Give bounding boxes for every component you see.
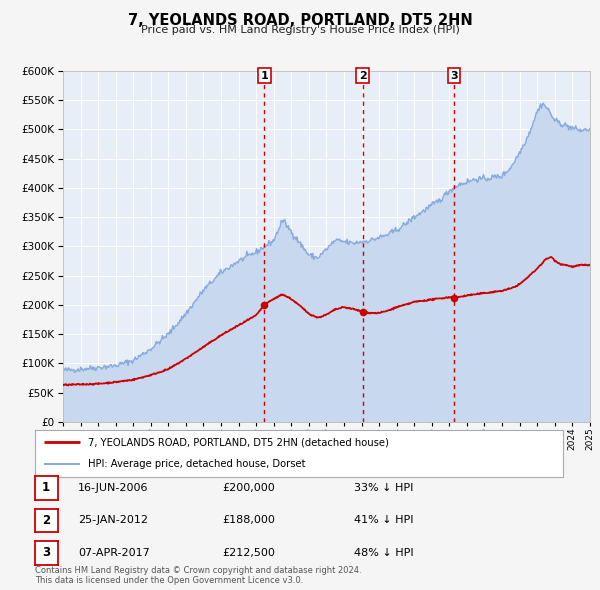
Text: £212,500: £212,500 bbox=[222, 548, 275, 558]
Text: 48% ↓ HPI: 48% ↓ HPI bbox=[354, 548, 413, 558]
Text: 3: 3 bbox=[450, 71, 458, 81]
Text: 7, YEOLANDS ROAD, PORTLAND, DT5 2HN (detached house): 7, YEOLANDS ROAD, PORTLAND, DT5 2HN (det… bbox=[88, 437, 388, 447]
Text: Price paid vs. HM Land Registry's House Price Index (HPI): Price paid vs. HM Land Registry's House … bbox=[140, 25, 460, 35]
Text: 2: 2 bbox=[42, 514, 50, 527]
Text: 2: 2 bbox=[359, 71, 367, 81]
Text: 16-JUN-2006: 16-JUN-2006 bbox=[78, 483, 149, 493]
Text: 3: 3 bbox=[42, 546, 50, 559]
Text: 7, YEOLANDS ROAD, PORTLAND, DT5 2HN: 7, YEOLANDS ROAD, PORTLAND, DT5 2HN bbox=[128, 13, 472, 28]
Text: £200,000: £200,000 bbox=[222, 483, 275, 493]
Text: Contains HM Land Registry data © Crown copyright and database right 2024.
This d: Contains HM Land Registry data © Crown c… bbox=[35, 566, 361, 585]
Text: £188,000: £188,000 bbox=[222, 516, 275, 525]
Text: 1: 1 bbox=[42, 481, 50, 494]
Text: HPI: Average price, detached house, Dorset: HPI: Average price, detached house, Dors… bbox=[88, 459, 305, 469]
Text: 07-APR-2017: 07-APR-2017 bbox=[78, 548, 150, 558]
Text: 1: 1 bbox=[260, 71, 268, 81]
Text: 33% ↓ HPI: 33% ↓ HPI bbox=[354, 483, 413, 493]
Text: 41% ↓ HPI: 41% ↓ HPI bbox=[354, 516, 413, 525]
Text: 25-JAN-2012: 25-JAN-2012 bbox=[78, 516, 148, 525]
